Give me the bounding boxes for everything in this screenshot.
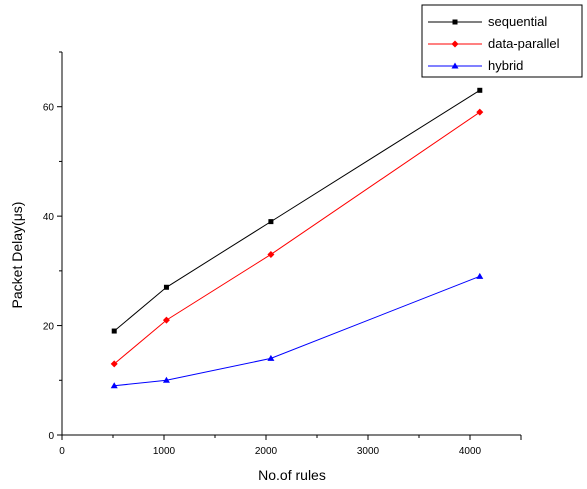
legend-marker-hybrid bbox=[451, 62, 459, 69]
y-tick-label: 0 bbox=[48, 431, 54, 442]
legend-marker-data-parallel bbox=[451, 40, 459, 48]
x-axis-title: No.of rules bbox=[258, 467, 326, 483]
series-line-sequential bbox=[113, 89, 481, 332]
data-point-hybrid bbox=[267, 354, 275, 361]
data-point-sequential bbox=[268, 219, 274, 225]
data-point-sequential bbox=[111, 328, 117, 334]
legend: sequential data-parallel hybrid bbox=[421, 4, 583, 78]
x-tick-label: 2000 bbox=[255, 446, 278, 457]
y-tick-label: 20 bbox=[43, 322, 55, 333]
legend-label-hybrid: hybrid bbox=[488, 58, 523, 73]
y-axis-title: Packet Delay(μs) bbox=[9, 202, 25, 309]
legend-marker-sequential bbox=[452, 19, 458, 25]
axes: 0 1000 2000 3000 4000 0 20 40 60 bbox=[43, 51, 522, 457]
data-point-hybrid bbox=[476, 272, 484, 279]
series-line-data-parallel bbox=[113, 111, 481, 365]
y-tick-label: 60 bbox=[43, 103, 55, 114]
series-data-parallel bbox=[110, 108, 484, 368]
data-point-data-parallel bbox=[162, 316, 170, 324]
y-tick-label: 40 bbox=[43, 212, 55, 223]
data-point-data-parallel bbox=[110, 360, 118, 368]
data-point-data-parallel bbox=[476, 108, 484, 116]
x-tick-label: 3000 bbox=[357, 446, 380, 457]
data-point-hybrid bbox=[110, 382, 118, 389]
data-point-sequential bbox=[163, 284, 169, 290]
x-tick-label: 4000 bbox=[459, 446, 482, 457]
data-point-sequential bbox=[477, 87, 483, 93]
legend-label-data-parallel: data-parallel bbox=[488, 36, 560, 51]
data-point-data-parallel bbox=[267, 250, 275, 258]
series-hybrid bbox=[110, 272, 484, 389]
data-point-hybrid bbox=[162, 376, 170, 383]
series-layer bbox=[110, 87, 484, 389]
x-tick-label: 1000 bbox=[153, 446, 176, 457]
series-line-hybrid bbox=[114, 275, 480, 387]
legend-box bbox=[421, 4, 583, 78]
legend-label-sequential: sequential bbox=[488, 14, 547, 29]
series-sequential bbox=[111, 87, 483, 334]
x-tick-label: 0 bbox=[59, 446, 65, 457]
